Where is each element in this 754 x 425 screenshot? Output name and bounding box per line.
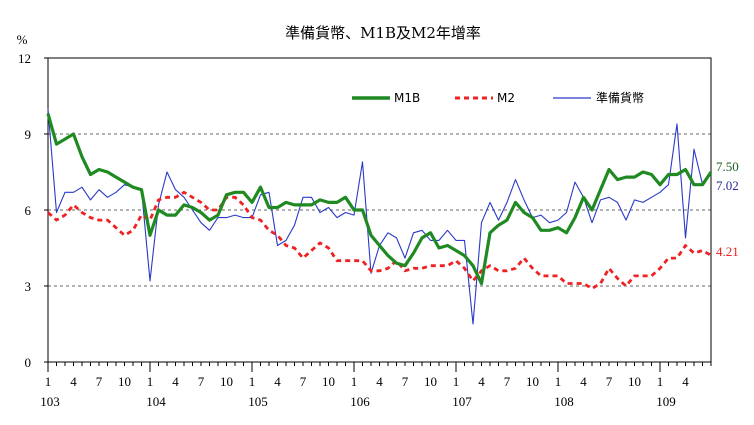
y-tick-labels: 0 3 6 9 12 bbox=[18, 51, 32, 370]
x-tick-label: 4 bbox=[682, 374, 689, 389]
y-tick-label: 9 bbox=[25, 127, 32, 142]
x-tick-label: 7 bbox=[504, 374, 511, 389]
series-lines bbox=[46, 108, 713, 325]
x-tick-label: 10 bbox=[424, 374, 437, 389]
y-tick-label: 6 bbox=[25, 203, 32, 218]
x-year-label: 109 bbox=[656, 394, 676, 409]
x-tick-label: 10 bbox=[322, 374, 335, 389]
x-year-label: 105 bbox=[248, 394, 268, 409]
y-tick-label: 0 bbox=[25, 355, 32, 370]
grid bbox=[48, 133, 711, 287]
end-label-m1b: 7.50 bbox=[716, 159, 739, 174]
y-tick-label: 3 bbox=[25, 279, 32, 294]
x-tick-labels: 1 4 7 10 1 4 7 10 1 4 7 10 1 4 7 10 1 4 7 10 1 4 7 10 1 4 103 104 10… bbox=[40, 374, 689, 409]
x-tick-label: 1 bbox=[249, 374, 256, 389]
legend-label-m2: M2 bbox=[497, 91, 515, 105]
x-year-label: 107 bbox=[452, 394, 472, 409]
y-tick-label: 12 bbox=[18, 51, 31, 66]
x-tick-label: 1 bbox=[453, 374, 460, 389]
x-year-label: 104 bbox=[146, 394, 166, 409]
x-tick-label: 7 bbox=[402, 374, 409, 389]
x-year-label: 103 bbox=[40, 394, 60, 409]
x-tick-label: 4 bbox=[70, 374, 77, 389]
x-tick-label: 4 bbox=[172, 374, 179, 389]
end-label-m2: 4.21 bbox=[716, 244, 739, 259]
chart-title: 準備貨幣、M1B及M2年增率 bbox=[285, 24, 481, 42]
series-line-m1b bbox=[46, 113, 713, 286]
end-label-reserve: 7.02 bbox=[716, 178, 739, 193]
x-year-label: 108 bbox=[554, 394, 574, 409]
x-tick-label: 1 bbox=[555, 374, 562, 389]
x-tick-label: 4 bbox=[274, 374, 281, 389]
series-line-m2 bbox=[47, 190, 712, 290]
x-tick-label: 1 bbox=[351, 374, 358, 389]
x-tick-label: 1 bbox=[45, 374, 52, 389]
x-tick-label: 4 bbox=[478, 374, 485, 389]
x-tick-label: 10 bbox=[526, 374, 539, 389]
x-tick-label: 7 bbox=[606, 374, 613, 389]
x-tick-label: 1 bbox=[147, 374, 154, 389]
x-tick-label: 7 bbox=[300, 374, 307, 389]
x-tick-label: 10 bbox=[220, 374, 233, 389]
x-tick-label: 1 bbox=[657, 374, 664, 389]
x-tick-label: 4 bbox=[376, 374, 383, 389]
legend: M1B M2 準備貨幣 bbox=[352, 90, 644, 105]
legend-label-m1b: M1B bbox=[394, 91, 420, 105]
x-tick-label: 7 bbox=[96, 374, 103, 389]
axes bbox=[44, 57, 712, 372]
x-tick-label: 10 bbox=[118, 374, 131, 389]
y-axis-unit: % bbox=[17, 32, 28, 47]
x-tick-label: 10 bbox=[628, 374, 641, 389]
legend-label-reserve: 準備貨幣 bbox=[596, 90, 644, 105]
x-year-label: 106 bbox=[350, 394, 370, 409]
end-labels: 7.50 7.02 4.21 bbox=[716, 159, 739, 259]
x-tick-label: 4 bbox=[580, 374, 587, 389]
x-tick-label: 7 bbox=[198, 374, 205, 389]
